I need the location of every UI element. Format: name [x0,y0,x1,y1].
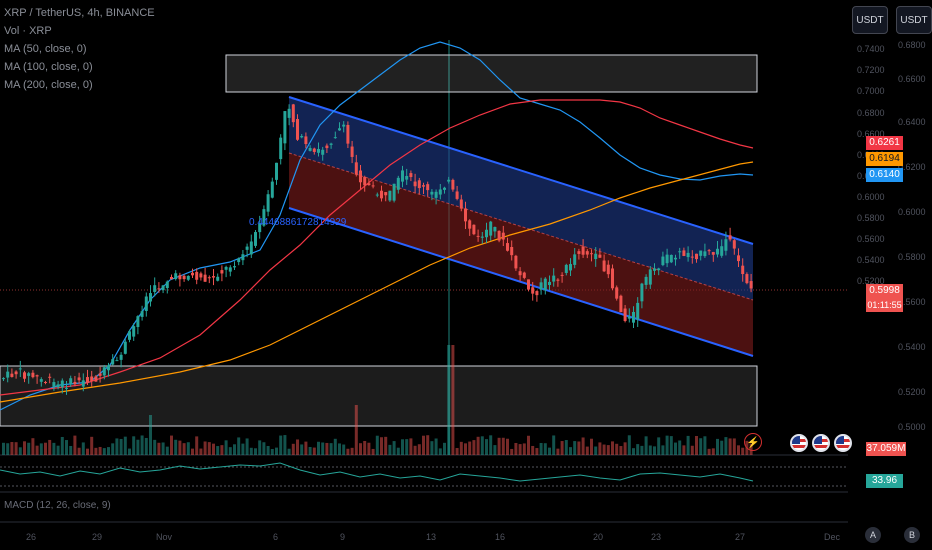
channel-top-line [288,96,754,245]
date-tick-label: 16 [495,532,506,542]
price-scale-tick: 0.5400 [898,342,926,352]
channel-bottom-line [288,207,754,357]
lightning-icon[interactable]: ⚡ [744,433,762,451]
macd-label[interactable]: MACD (12, 26, close, 9) [4,500,111,511]
price-scale-tick: 0.6800 [857,108,885,118]
us-flag-icon[interactable] [834,434,852,452]
price-scale-tick: 0.6000 [857,192,885,202]
ma200-line [0,99,754,396]
currency-button-left[interactable]: USDT [852,6,888,34]
price-scale-tick: 0.5000 [898,422,926,432]
price-scale-tick: 0.6600 [857,129,885,139]
date-tick-label: 6 [273,532,279,542]
channel-upper-fill [289,97,753,300]
date-tick-label: 29 [92,532,103,542]
price-scale-tick: 0.7000 [857,86,885,96]
resistance-zone-box [225,54,758,93]
price-scale-tick: 0.5800 [857,213,885,223]
date-tick-label: 27 [735,532,746,542]
date-tick-label: 26 [26,532,37,542]
volume-histogram [2,345,753,455]
ma50-label[interactable]: MA (50, close, 0) [4,43,87,55]
price-scale-tick: 0.5200 [857,276,885,286]
rsi-value-tag: 33.96 [866,474,903,488]
us-flag-icon[interactable] [812,434,830,452]
price-scale-tick: 0.6600 [898,74,926,84]
volume-indicator-label[interactable]: Vol · XRP [4,25,52,37]
volume-value-tag: 37.059M [866,442,906,456]
us-flag-icon[interactable] [790,434,808,452]
last-price-tag: 0.5998 [866,284,903,298]
date-tick-label: 13 [426,532,437,542]
ma200-price-tag: 0.6261 [866,136,903,150]
rsi-line [0,462,754,482]
price-scale-tick: 0.6000 [898,207,926,217]
ma200-label[interactable]: MA (200, close, 0) [4,79,93,91]
price-scale-tick: 0.7400 [857,44,885,54]
date-tick-label: Dec [824,532,841,542]
price-scale-tick: 0.5800 [898,252,926,262]
log-scale-button[interactable]: B [904,527,920,543]
symbol-title[interactable]: XRP / TetherUS, 4h, BINANCE [4,7,155,19]
currency-button-right[interactable]: USDT [896,6,932,34]
channel-mid-line [288,152,754,301]
price-scale-tick: 0.7200 [857,65,885,75]
support-zone-box [0,365,758,427]
date-tick-label: 20 [593,532,604,542]
bar-countdown-tag: 01:11:55 [866,298,903,312]
candlestick-series [2,103,753,395]
date-tick-label: Nov [156,532,173,542]
price-scale-tick: 0.5600 [898,297,926,307]
auto-scale-button[interactable]: A [865,527,881,543]
date-tick-label: 9 [340,532,346,542]
price-scale-tick: 0.6800 [898,40,926,50]
price-scale-tick: 0.5200 [898,387,926,397]
price-scale-tick: 0.6400 [898,117,926,127]
chart-legend: XRP / TetherUS, 4h, BINANCE Vol · XRP MA… [4,4,155,94]
ma100-price-tag: 0.6194 [866,152,903,166]
ma50-price-tag: 0.6140 [866,168,903,182]
price-scale-tick: 0.5600 [857,234,885,244]
fib-level-label: 0.4446886172814929 [249,217,347,228]
ma100-label[interactable]: MA (100, close, 0) [4,61,93,73]
price-scale-tick: 0.5400 [857,255,885,265]
ma100-line [0,161,754,403]
date-tick-label: 23 [651,532,662,542]
price-scale-tick: 0.6200 [898,162,926,172]
